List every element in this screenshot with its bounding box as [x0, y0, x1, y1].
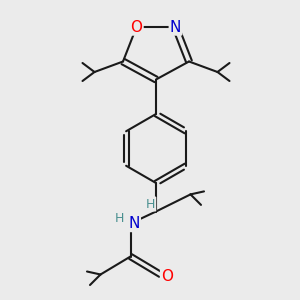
Text: O: O — [161, 269, 173, 284]
Text: N: N — [128, 216, 140, 231]
Text: H: H — [114, 212, 124, 225]
Text: H: H — [146, 197, 155, 211]
Text: N: N — [170, 20, 181, 34]
Text: O: O — [130, 20, 142, 34]
